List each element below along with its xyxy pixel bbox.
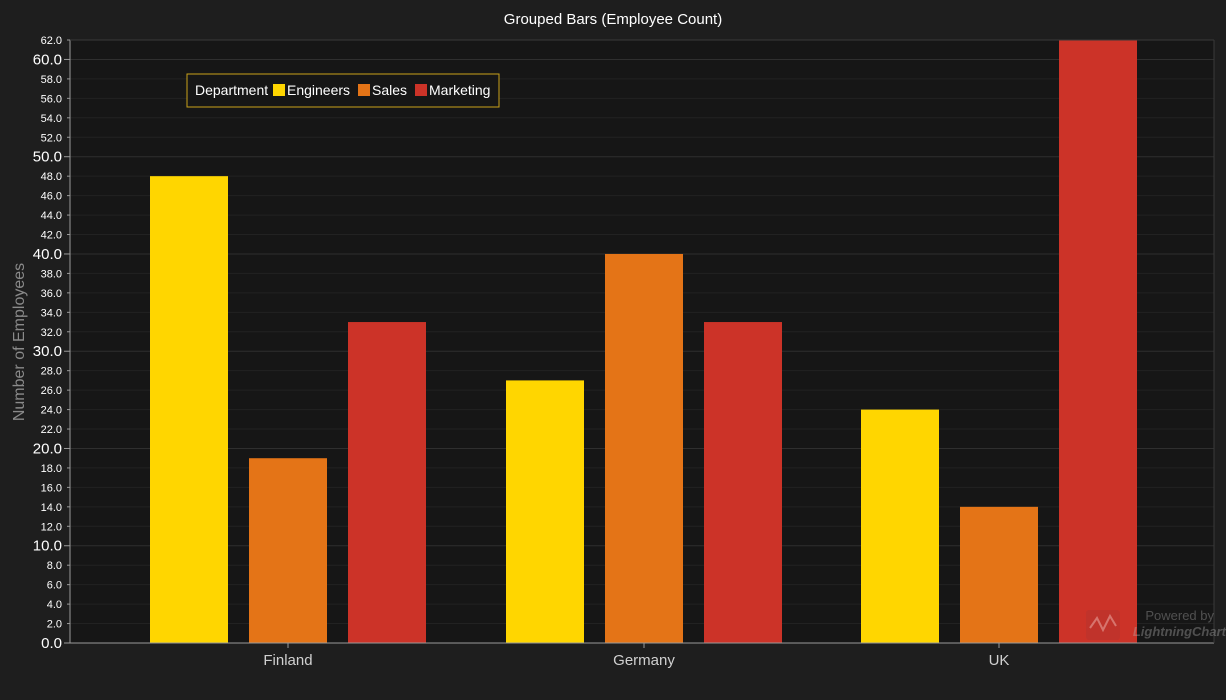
- chart-title: Grouped Bars (Employee Count): [504, 11, 722, 28]
- y-tick-label: 56.0: [41, 93, 62, 105]
- y-tick-label: 26.0: [41, 385, 62, 397]
- y-tick-label: 36.0: [41, 288, 62, 300]
- legend[interactable]: Department Engineers Sales Marketing: [187, 74, 499, 107]
- y-tick-label: 60.0: [33, 51, 62, 68]
- bar-marketing-germany[interactable]: [704, 322, 782, 643]
- legend-item-engineers[interactable]: Engineers: [273, 82, 350, 98]
- y-tick-label: 16.0: [41, 482, 62, 494]
- y-tick-label: 24.0: [41, 405, 62, 417]
- legend-label: Engineers: [287, 82, 350, 98]
- y-tick-label: 44.0: [41, 210, 62, 222]
- legend-title: Department: [195, 82, 268, 98]
- lightningchart-logo-icon: [1086, 610, 1120, 640]
- y-tick-label: 54.0: [41, 113, 62, 125]
- y-tick-label: 12.0: [41, 521, 62, 533]
- y-tick-label: 46.0: [41, 191, 62, 203]
- bar-marketing-finland[interactable]: [348, 322, 426, 643]
- y-tick-label: 48.0: [41, 171, 62, 183]
- bar-engineers-germany[interactable]: [506, 380, 584, 643]
- legend-label: Sales: [372, 82, 407, 98]
- y-tick-label: 42.0: [41, 230, 62, 242]
- bar-sales-finland[interactable]: [249, 458, 327, 643]
- x-tick-label: UK: [989, 652, 1010, 669]
- y-tick-label: 18.0: [41, 463, 62, 475]
- watermark-line1: Powered by: [1145, 608, 1214, 623]
- legend-swatch: [415, 84, 427, 96]
- y-tick-label: 0.0: [41, 635, 62, 652]
- y-tick-label: 2.0: [47, 619, 62, 631]
- y-tick-label: 28.0: [41, 366, 62, 378]
- y-tick-label: 50.0: [33, 149, 62, 166]
- y-tick-label: 62.0: [41, 35, 62, 47]
- y-tick-label: 6.0: [47, 580, 62, 592]
- legend-item-marketing[interactable]: Marketing: [415, 82, 490, 98]
- x-tick-label: Germany: [613, 652, 675, 669]
- legend-swatch: [273, 84, 285, 96]
- y-tick-label: 40.0: [33, 246, 62, 263]
- y-axis-title: Number of Employees: [11, 263, 28, 421]
- watermark: Powered by LightningChart: [1086, 608, 1226, 640]
- y-tick-label: 20.0: [33, 440, 62, 457]
- y-tick-label: 58.0: [41, 74, 62, 86]
- legend-label: Marketing: [429, 82, 490, 98]
- y-tick-label: 22.0: [41, 424, 62, 436]
- y-tick-label: 30.0: [33, 343, 62, 360]
- x-tick-label: Finland: [263, 652, 312, 669]
- y-tick-label: 52.0: [41, 132, 62, 144]
- y-tick-label: 8.0: [47, 560, 62, 572]
- y-tick-label: 34.0: [41, 307, 62, 319]
- bar-sales-uk[interactable]: [960, 507, 1038, 643]
- bar-sales-germany[interactable]: [605, 254, 683, 643]
- y-tick-label: 10.0: [33, 538, 62, 555]
- legend-swatch: [358, 84, 370, 96]
- bar-engineers-finland[interactable]: [150, 176, 228, 643]
- y-tick-label: 14.0: [41, 502, 62, 514]
- y-tick-label: 32.0: [41, 327, 62, 339]
- watermark-line2: LightningChart: [1133, 624, 1226, 639]
- bar-engineers-uk[interactable]: [861, 410, 939, 643]
- legend-item-sales[interactable]: Sales: [358, 82, 407, 98]
- y-tick-label: 38.0: [41, 268, 62, 280]
- y-tick-label: 4.0: [47, 599, 62, 611]
- bar-marketing-uk[interactable]: [1059, 40, 1137, 643]
